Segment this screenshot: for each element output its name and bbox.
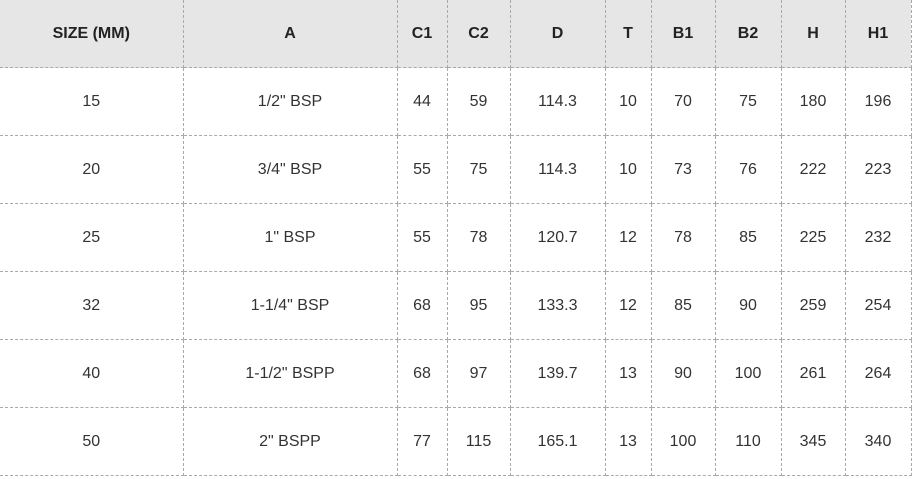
header-row: SIZE (MM) A C1 C2 D T B1 B2 H H1 — [0, 0, 912, 68]
table-cell: 32 — [0, 271, 184, 340]
table-cell: 78 — [446, 203, 511, 272]
table-cell: 95 — [446, 271, 511, 340]
table-cell: 114.3 — [509, 67, 606, 136]
table-cell: 77 — [396, 407, 448, 476]
table-cell: 10 — [604, 135, 652, 204]
table-cell: 222 — [780, 135, 846, 204]
table-cell: 59 — [446, 67, 511, 136]
table-cell: 12 — [604, 271, 652, 340]
table-cell: 15 — [0, 67, 184, 136]
table-cell: 232 — [844, 203, 912, 272]
table-cell: 78 — [650, 203, 716, 272]
table-cell: 85 — [714, 203, 782, 272]
table-cell: 44 — [396, 67, 448, 136]
table-cell: 223 — [844, 135, 912, 204]
table-cell: 1/2" BSP — [182, 67, 398, 136]
header-cell: D — [509, 0, 606, 68]
header-cell: C2 — [446, 0, 511, 68]
table-cell: 90 — [650, 339, 716, 408]
table-cell: 13 — [604, 339, 652, 408]
table-cell: 20 — [0, 135, 184, 204]
table-row: 32 1-1/4" BSP 68 95 133.3 12 85 90 259 254 — [0, 271, 912, 340]
table-cell: 90 — [714, 271, 782, 340]
table-cell: 254 — [844, 271, 912, 340]
table-cell: 264 — [844, 339, 912, 408]
table-row: 25 1" BSP 55 78 120.7 12 78 85 225 232 — [0, 203, 912, 272]
table-cell: 120.7 — [509, 203, 606, 272]
table-cell: 196 — [844, 67, 912, 136]
table-cell: 73 — [650, 135, 716, 204]
table-cell: 100 — [714, 339, 782, 408]
header-cell: A — [182, 0, 398, 68]
table-cell: 68 — [396, 339, 448, 408]
table-body: 15 1/2" BSP 44 59 114.3 10 70 75 180 196 20 3/4" BS… — [0, 67, 912, 476]
table-cell: 259 — [780, 271, 846, 340]
header-cell: H — [780, 0, 846, 68]
table-cell: 97 — [446, 339, 511, 408]
table-row: 15 1/2" BSP 44 59 114.3 10 70 75 180 196 — [0, 67, 912, 136]
table-cell: 115 — [446, 407, 511, 476]
table-cell: 75 — [714, 67, 782, 136]
table-cell: 139.7 — [509, 339, 606, 408]
table-cell: 345 — [780, 407, 846, 476]
header-cell: B1 — [650, 0, 716, 68]
table-row: 20 3/4" BSP 55 75 114.3 10 73 76 222 223 — [0, 135, 912, 204]
table-cell: 50 — [0, 407, 184, 476]
table-cell: 1-1/2" BSPP — [182, 339, 398, 408]
table-cell: 55 — [396, 135, 448, 204]
header-cell: SIZE (MM) — [0, 0, 184, 68]
table-cell: 76 — [714, 135, 782, 204]
table-cell: 55 — [396, 203, 448, 272]
table-cell: 12 — [604, 203, 652, 272]
table-row: 50 2" BSPP 77 115 165.1 13 100 110 345 340 — [0, 407, 912, 476]
table-cell: 225 — [780, 203, 846, 272]
header-cell: C1 — [396, 0, 448, 68]
table-cell: 40 — [0, 339, 184, 408]
table-cell: 165.1 — [509, 407, 606, 476]
table-row: 40 1-1/2" BSPP 68 97 139.7 13 90 100 261 264 — [0, 339, 912, 408]
table-cell: 70 — [650, 67, 716, 136]
table-cell: 340 — [844, 407, 912, 476]
table-cell: 261 — [780, 339, 846, 408]
table-cell: 180 — [780, 67, 846, 136]
table-cell: 68 — [396, 271, 448, 340]
table-cell: 85 — [650, 271, 716, 340]
table-cell: 25 — [0, 203, 184, 272]
table-cell: 1-1/4" BSP — [182, 271, 398, 340]
table-cell: 3/4" BSP — [182, 135, 398, 204]
header-cell: H1 — [844, 0, 912, 68]
table-cell: 13 — [604, 407, 652, 476]
table-cell: 110 — [714, 407, 782, 476]
table-cell: 100 — [650, 407, 716, 476]
header-cell: T — [604, 0, 652, 68]
table-cell: 2" BSPP — [182, 407, 398, 476]
table-cell: 10 — [604, 67, 652, 136]
table-cell: 1" BSP — [182, 203, 398, 272]
header-cell: B2 — [714, 0, 782, 68]
table-cell: 133.3 — [509, 271, 606, 340]
table-cell: 75 — [446, 135, 511, 204]
table-cell: 114.3 — [509, 135, 606, 204]
